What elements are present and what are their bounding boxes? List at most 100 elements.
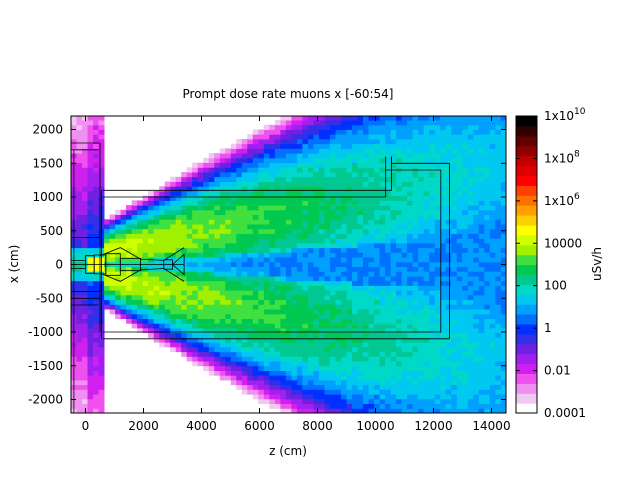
heatmap-cell	[462, 294, 469, 301]
heatmap-cell	[164, 342, 171, 348]
heatmap-cell	[456, 313, 463, 319]
heatmap-cell	[142, 271, 149, 277]
heatmap-cell	[363, 313, 369, 319]
heatmap-cell	[236, 205, 243, 211]
heatmap-cell	[186, 219, 193, 225]
colorbar-segment	[516, 145, 537, 157]
heatmap-cell	[142, 323, 149, 329]
heatmap-cell	[82, 134, 88, 140]
heatmap-cell	[148, 233, 155, 239]
heatmap-cell	[203, 294, 210, 301]
heatmap-cell	[489, 134, 496, 140]
heatmap-cell	[87, 403, 94, 409]
heatmap-cell	[104, 219, 111, 225]
heatmap-cell	[407, 172, 414, 178]
heatmap-cell	[197, 186, 204, 192]
heatmap-cell	[186, 252, 193, 258]
heatmap-cell	[335, 209, 342, 215]
heatmap-cell	[473, 257, 480, 263]
heatmap-cell	[374, 148, 381, 154]
heatmap-cell	[478, 176, 485, 182]
heatmap-cell	[374, 205, 381, 211]
heatmap-cell	[363, 323, 369, 329]
heatmap-cell	[467, 332, 474, 338]
heatmap-cell	[352, 195, 358, 201]
heatmap-cell	[296, 299, 303, 305]
heatmap-cell	[341, 143, 347, 149]
heatmap-cell	[390, 361, 397, 367]
heatmap-cell	[131, 280, 138, 286]
heatmap-cell	[313, 294, 320, 301]
heatmap-cell	[285, 247, 292, 253]
heatmap-cell	[324, 176, 331, 182]
heatmap-cell	[374, 299, 381, 305]
heatmap-cell	[192, 186, 199, 192]
heatmap-cell	[467, 200, 474, 206]
heatmap-cell	[208, 327, 215, 334]
heatmap-cell	[341, 148, 347, 154]
heatmap-cell	[363, 148, 369, 154]
heatmap-cell	[87, 143, 94, 149]
heatmap-cell	[462, 176, 469, 182]
heatmap-cell	[335, 186, 342, 192]
heatmap-cell	[269, 346, 276, 353]
heatmap-cell	[241, 361, 248, 367]
heatmap-cell	[137, 309, 144, 315]
heatmap-cell	[296, 219, 303, 225]
heatmap-cell	[87, 242, 94, 249]
heatmap-cell	[98, 116, 105, 121]
heatmap-cell	[478, 116, 485, 121]
heatmap-cell	[335, 257, 342, 263]
heatmap-cell	[500, 356, 506, 362]
heatmap-cell	[208, 309, 215, 315]
heatmap-cell	[500, 129, 506, 135]
heatmap-cell	[164, 238, 171, 244]
heatmap-cell	[274, 271, 281, 277]
heatmap-cell	[274, 129, 281, 135]
heatmap-cell	[197, 247, 204, 253]
heatmap-cell	[341, 238, 347, 244]
heatmap-cell	[500, 276, 506, 282]
heatmap-cell	[258, 200, 265, 206]
heatmap-cell	[500, 153, 506, 159]
heatmap-cell	[219, 332, 226, 338]
heatmap-cell	[379, 318, 386, 324]
heatmap-cell	[137, 214, 144, 220]
heatmap-cell	[82, 247, 88, 253]
heatmap-cell	[126, 304, 133, 310]
colorbar-tick-label: 1x1010	[544, 107, 586, 123]
colorbar-tick-label: 1	[544, 321, 552, 335]
heatmap-cell	[440, 356, 447, 362]
heatmap-cell	[247, 351, 254, 357]
heatmap-cell	[76, 403, 83, 409]
heatmap-cell	[429, 398, 436, 404]
heatmap-cell	[324, 219, 331, 225]
heatmap-cell	[478, 394, 485, 400]
heatmap-cell	[462, 190, 469, 197]
heatmap-cell	[307, 332, 314, 338]
heatmap-cell	[445, 157, 452, 163]
heatmap-cell	[429, 153, 436, 159]
heatmap-cell	[429, 332, 436, 338]
heatmap-cell	[115, 304, 122, 310]
heatmap-cell	[175, 346, 182, 353]
heatmap-cell	[93, 266, 99, 272]
heatmap-cell	[335, 242, 342, 249]
heatmap-cell	[192, 294, 199, 301]
heatmap-cell	[434, 257, 441, 263]
heatmap-cell	[478, 375, 485, 381]
heatmap-cell	[252, 200, 259, 206]
heatmap-cell	[335, 200, 342, 206]
heatmap-cell	[302, 138, 309, 145]
heatmap-cell	[478, 337, 485, 343]
heatmap-cell	[296, 138, 303, 145]
heatmap-cell	[76, 365, 83, 371]
heatmap-cell	[467, 233, 474, 239]
heatmap-cell	[186, 214, 193, 220]
heatmap-cell	[230, 346, 237, 353]
heatmap-cell	[500, 238, 506, 244]
heatmap-cell	[120, 313, 127, 319]
heatmap-cell	[434, 346, 441, 353]
heatmap-cell	[137, 233, 144, 239]
heatmap-cell	[252, 153, 259, 159]
